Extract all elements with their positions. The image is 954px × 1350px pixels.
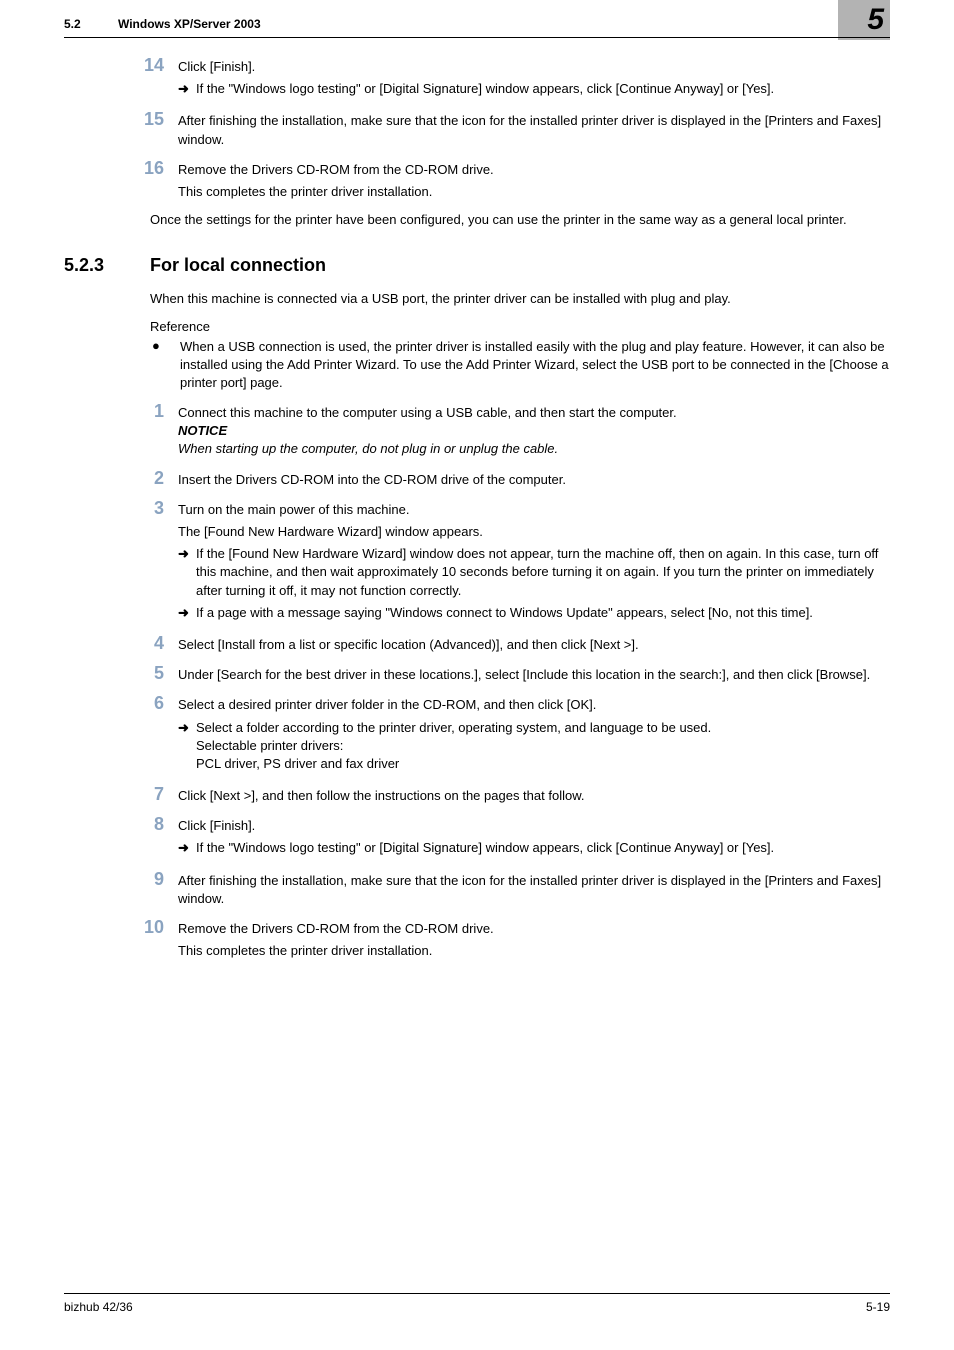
header-rule [64,37,890,38]
notice-label: NOTICE [178,422,890,440]
step-text: Click [Finish]. [178,817,890,835]
chapter-badge: 5 [838,0,890,40]
step-number: 1 [64,402,178,459]
step-after-text: This completes the printer driver instal… [178,942,890,960]
step-number: 16 [64,159,178,201]
arrow-icon: ➜ [178,719,196,774]
reference-label: Reference [150,319,890,334]
step-14: 14 Click [Finish]. ➜ If the "Windows log… [64,56,890,100]
step-5: 5 Under [Search for the best driver in t… [64,664,890,684]
reference-text: When a USB connection is used, the print… [180,338,890,393]
step-number: 4 [64,634,178,654]
step-7: 7 Click [Next >], and then follow the in… [64,785,890,805]
step-text: Under [Search for the best driver in the… [178,664,890,684]
step-after-text: This completes the printer driver instal… [178,183,890,201]
step-text: Click [Next >], and then follow the inst… [178,785,890,805]
step-number: 6 [64,694,178,775]
step-text: Select a desired printer driver folder i… [178,696,890,714]
step-subtext: If the "Windows logo testing" or [Digita… [196,80,890,98]
step-2: 2 Insert the Drivers CD-ROM into the CD-… [64,469,890,489]
step-subtext: Selectable printer drivers: [196,737,890,755]
step-subtext: If the [Found New Hardware Wizard] windo… [196,545,890,600]
step-text: Remove the Drivers CD-ROM from the CD-RO… [178,161,890,179]
step-text: Turn on the main power of this machine. [178,501,890,519]
step-9: 9 After finishing the installation, make… [64,870,890,908]
heading-523: 5.2.3 For local connection [64,255,890,276]
arrow-icon: ➜ [178,80,196,98]
step-number: 8 [64,815,178,859]
header-section-title: Windows XP/Server 2003 [118,17,261,31]
step-16: 16 Remove the Drivers CD-ROM from the CD… [64,159,890,201]
step-subtext: PCL driver, PS driver and fax driver [196,755,890,773]
step-number: 15 [64,110,178,148]
footer-left: bizhub 42/36 [64,1300,133,1314]
step-number: 7 [64,785,178,805]
step-number: 14 [64,56,178,100]
step-after-text: The [Found New Hardware Wizard] window a… [178,523,890,541]
step-6: 6 Select a desired printer driver folder… [64,694,890,775]
step-number: 10 [64,918,178,960]
step-number: 3 [64,499,178,624]
step-number: 9 [64,870,178,908]
step-text: Select [Install from a list or specific … [178,634,890,654]
step-subtext: If the "Windows logo testing" or [Digita… [196,839,890,857]
intro-paragraph: When this machine is connected via a USB… [150,290,890,308]
step-3: 3 Turn on the main power of this machine… [64,499,890,624]
arrow-icon: ➜ [178,604,196,622]
arrow-icon: ➜ [178,545,196,600]
step-text: Insert the Drivers CD-ROM into the CD-RO… [178,469,890,489]
step-text: Click [Finish]. [178,58,890,76]
step-15: 15 After finishing the installation, mak… [64,110,890,148]
reference-bullet: ● When a USB connection is used, the pri… [150,338,890,393]
notice-body: When starting up the computer, do not pl… [178,440,890,458]
header-section-num: 5.2 [64,17,81,31]
step-subtext: Select a folder according to the printer… [196,719,890,737]
step-4: 4 Select [Install from a list or specifi… [64,634,890,654]
step-number: 5 [64,664,178,684]
step-subtext: If a page with a message saying "Windows… [196,604,890,622]
step-text: Connect this machine to the computer usi… [178,404,890,422]
step-number: 2 [64,469,178,489]
heading-number: 5.2.3 [64,255,150,276]
page-footer: bizhub 42/36 5-19 [64,1293,890,1314]
heading-title: For local connection [150,255,326,276]
step-10: 10 Remove the Drivers CD-ROM from the CD… [64,918,890,960]
footer-right: 5-19 [866,1300,890,1314]
step-1: 1 Connect this machine to the computer u… [64,402,890,459]
step-text: After finishing the installation, make s… [178,870,890,908]
bullet-icon: ● [150,338,180,393]
chapter-number: 5 [867,3,884,36]
step-text: Remove the Drivers CD-ROM from the CD-RO… [178,920,890,938]
step-text: After finishing the installation, make s… [178,110,890,148]
arrow-icon: ➜ [178,839,196,857]
step-8: 8 Click [Finish]. ➜ If the "Windows logo… [64,815,890,859]
closing-paragraph: Once the settings for the printer have b… [150,211,890,229]
